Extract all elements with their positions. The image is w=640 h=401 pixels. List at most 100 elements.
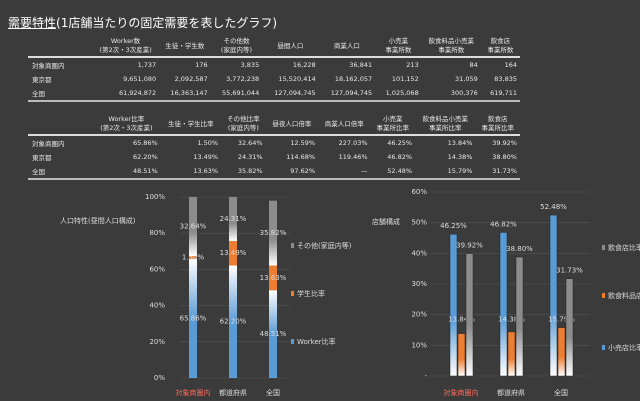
y-tick-label: - [424,372,427,380]
bar [557,327,566,377]
cell: 9,651,080 [123,75,157,83]
cell: 62.20% [132,153,158,161]
x-tick-label: 対象商圏内 [444,388,479,397]
column-header: その他数 (家庭内等) [210,36,263,58]
row-label: 全国 [28,164,92,180]
legend-label: 小売店比率 [608,343,640,352]
title-main: 需要特性 [8,16,57,30]
legend-swatch [291,291,294,296]
row-label: 東京都 [32,154,52,162]
cell: 127,094,745 [318,86,376,102]
cell: 46.82% [387,153,413,161]
cell: 61,924,872 [92,86,160,102]
bar [507,331,516,377]
y-tick-label: 30% [411,280,427,288]
data-label: 48.51% [260,330,287,338]
legend-swatch [291,339,294,344]
bar [515,256,524,377]
bar-segment [189,258,197,378]
cell: 1,025,068 [375,86,422,102]
data-label: 14.38% [498,316,525,324]
column-header: 小売業 事業所数 [375,36,422,58]
cell: 176 [195,61,208,69]
data-label: 31.73% [556,267,583,275]
cell: 84 [469,61,478,69]
legend-swatch [602,345,605,350]
column-header: 商業人口 [318,36,376,58]
legend-swatch [602,293,605,298]
cell: 65.86% [132,139,158,147]
column-header: 飲食料品小売業 事業所比率 [415,114,476,136]
data-label: 62.20% [220,318,247,326]
cell: 35.82% [221,164,266,180]
cell: 14.38% [447,153,473,161]
cell: 114.68% [286,153,316,161]
cell: 39.92% [492,139,517,147]
data-label: 65.86% [180,314,207,322]
x-tick-label: 全国 [554,388,568,397]
cell: 13.63% [160,164,222,180]
column-header: その他比率 (家庭内等) [221,114,266,136]
y-tick-label: 20% [411,311,427,319]
legend-swatch [291,243,294,248]
cell: 619,711 [480,86,520,102]
column-header: 飲食店 事業所比率 [475,114,520,136]
cell: 16,228 [292,61,316,69]
cell: 48.51% [92,164,161,180]
column-header: 生徒・学生数 [159,36,211,58]
bar-segment [229,197,237,242]
cell: 3,835 [240,61,260,69]
cell: 97.62% [265,164,319,180]
cell: 101,152 [391,75,419,83]
column-header: 昼間人口 [262,36,319,58]
ratio-table: Worker比率 (第2次・3次産業) 生徒・学生比率 その他比率 (家庭内等) 昼夜… [28,114,520,180]
cell: 32.64% [237,139,263,147]
y-tick-label: 40% [149,302,165,310]
cell: 16,363,147 [159,86,211,102]
x-tick-label: 都道府県 [497,388,525,397]
data-label: 15.79% [548,316,575,324]
cell: 12.59% [290,139,316,147]
data-label: 46.25% [440,222,467,230]
table-row: 東京都 62.20% 13.49% 24.31% 114.68% 119.46% 46.82… [28,150,520,164]
cell: 46.25% [387,139,413,147]
table-row: 全国 48.51% 13.63% 35.82% 97.62% —52.48% 15.79% 3… [28,164,520,180]
cell: 2,092,587 [174,75,208,83]
legend-swatch [602,245,605,250]
cell: 24.31% [237,153,263,161]
cell: 83,835 [494,75,517,83]
cell: 1.50% [197,139,219,147]
bar-segment [269,265,277,291]
bar [449,233,458,377]
bar-segment [269,200,277,266]
cell: 164 [504,61,517,69]
bar [499,232,508,377]
y-tick-label: 80% [149,229,165,237]
y-tick-label: 60% [149,265,165,273]
data-label: 13.84% [448,316,475,324]
bar [565,278,574,377]
column-header: 小売業 事業所比率 [370,114,416,136]
legend-label: 飲食店比率 [608,243,640,252]
table-row: 全国 61,924,872 16,363,147 55,691,044 127,094,… [28,86,520,102]
column-header: Worker数 (第2次・3次産業) [92,36,160,58]
legend-label: Worker比率 [297,337,336,346]
cell: 15.79% [415,164,476,180]
column-header: 昼夜人口倍率 [265,114,319,136]
header-row: Worker数 (第2次・3次産業) 生徒・学生数 その他数 (家庭内等) 昼間人口商… [28,36,520,58]
bar [549,214,558,377]
column-header: 生徒・学生比率 [160,114,222,136]
cell: 13.49% [193,153,219,161]
cell: — [318,164,371,180]
row-label: 東京都 [32,76,52,84]
row-label: 全国 [28,86,92,102]
cell: 36,841 [349,61,373,69]
cell: 13.84% [447,139,473,147]
cell: 3,772,238 [226,75,260,83]
data-label: 13.63% [260,274,287,282]
chart-title: 人口特性(昼間人口構成) [60,216,136,225]
y-tick-label: 40% [411,249,427,257]
data-label: 46.82% [490,220,517,228]
data-label: 24.31% [220,215,247,223]
